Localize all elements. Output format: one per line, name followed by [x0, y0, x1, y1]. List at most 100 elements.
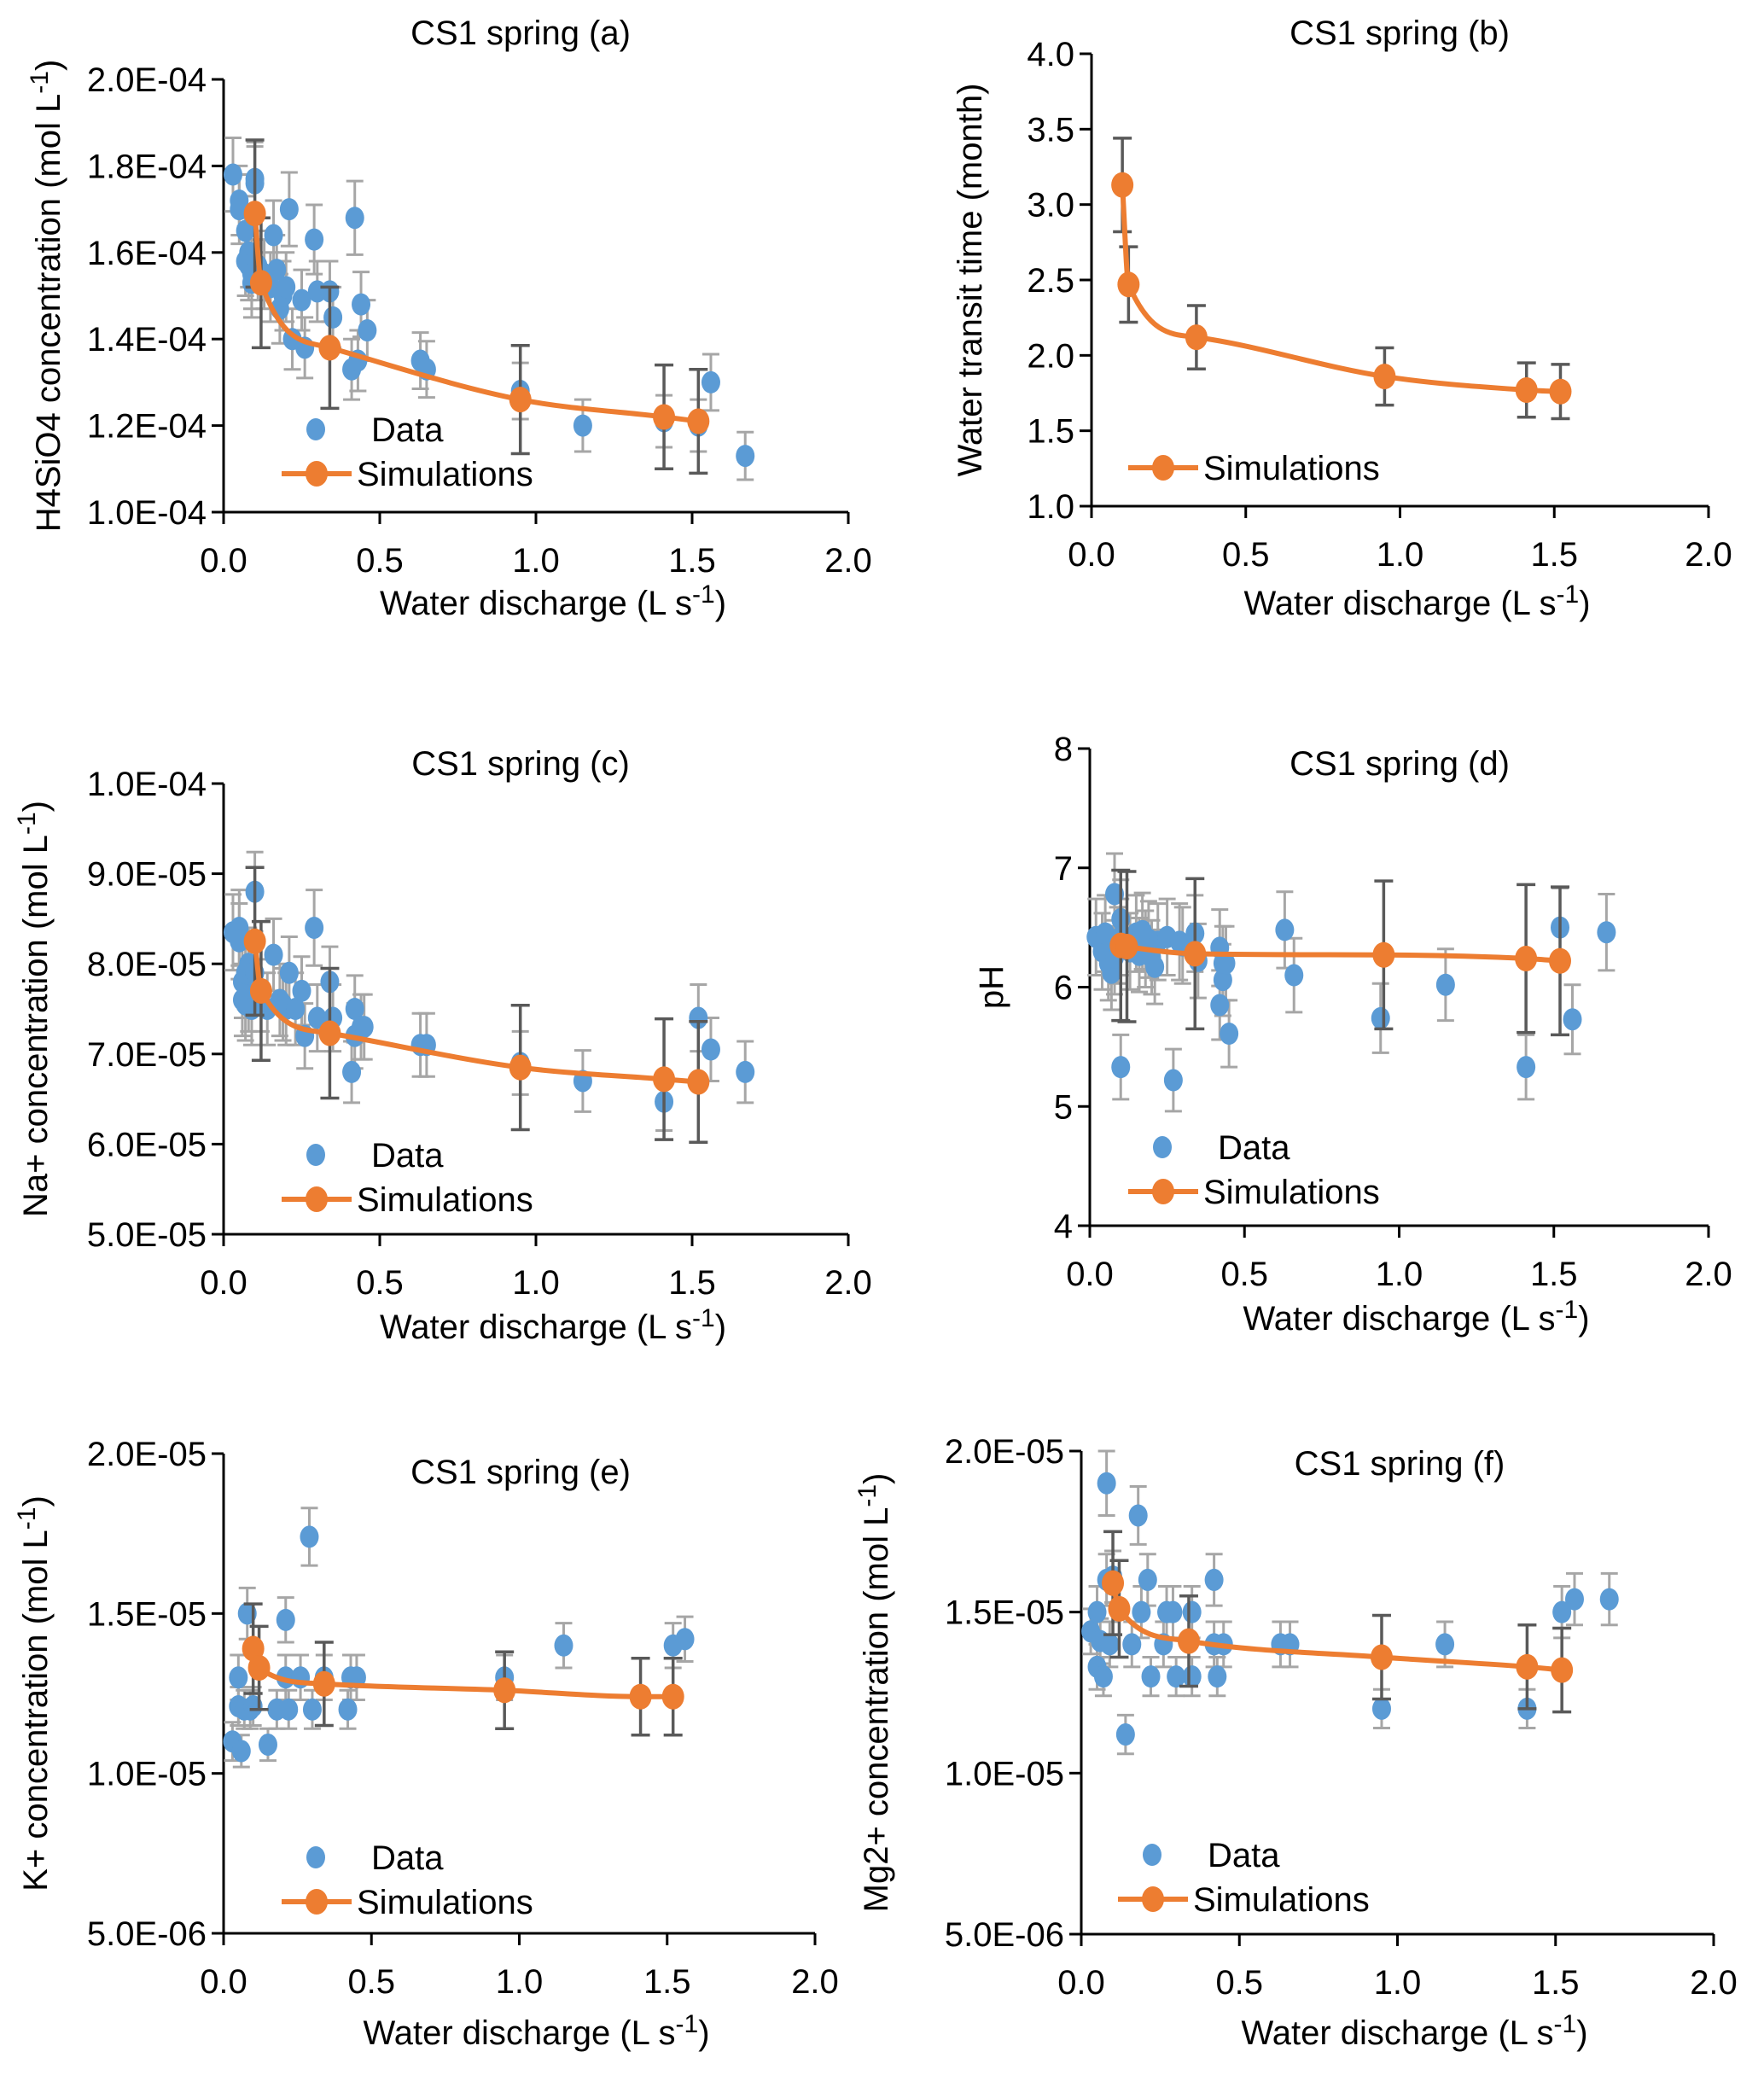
- x-tick-label: 2.0: [824, 1264, 872, 1302]
- data-point: [1597, 921, 1616, 944]
- y-tick-label: 2.0E-05: [87, 1436, 207, 1473]
- y-tick-label: 3.5: [1027, 111, 1074, 149]
- data-point: [1122, 1633, 1142, 1656]
- data-point: [354, 1016, 374, 1039]
- y-tick-label: 1.0E-05: [87, 1756, 207, 1793]
- x-axis-title: Water discharge (L s-1): [1241, 2010, 1587, 2052]
- x-tick-label: 1.0: [1377, 536, 1424, 574]
- x-tick-label: 0.5: [356, 1264, 404, 1302]
- x-tick-label: 0.0: [1066, 1256, 1114, 1293]
- data-point: [1284, 964, 1304, 987]
- legend: Data Simulations: [282, 1137, 533, 1219]
- y-tick-label: 5.0E-06: [87, 1915, 207, 1953]
- data-point: [307, 1006, 327, 1029]
- data-point: [342, 1060, 362, 1083]
- simulation-point: [312, 1670, 335, 1697]
- x-tick-label: 1.0: [512, 1264, 560, 1302]
- x-tick-label: 0.5: [1220, 1256, 1268, 1293]
- y-tick-label: 9.0E-05: [87, 856, 207, 894]
- x-tick-label: 0.0: [200, 1963, 247, 2001]
- data-point: [1216, 952, 1236, 975]
- data-point: [1145, 955, 1165, 978]
- y-tick-label: 2.0E-05: [945, 1433, 1064, 1471]
- x-tick-label: 1.0: [496, 1963, 544, 2001]
- simulation-point: [1373, 364, 1396, 390]
- y-tick-label: 1.6E-04: [87, 235, 207, 272]
- y-tick-label: 1.0: [1027, 488, 1074, 526]
- simulation-series: [243, 138, 710, 475]
- x-tick-label: 0.5: [1222, 536, 1270, 574]
- legend-simulation-marker-icon: [1152, 455, 1174, 481]
- x-tick-label: 1.5: [1532, 1964, 1580, 2002]
- data-point: [1096, 922, 1115, 945]
- y-tick-label: 5.0E-05: [87, 1216, 207, 1254]
- data-point: [358, 319, 377, 342]
- data-point: [1275, 918, 1295, 941]
- data-point: [1100, 1633, 1120, 1656]
- data-point: [323, 306, 343, 329]
- data-point: [231, 1740, 251, 1763]
- simulation-point: [1102, 1570, 1125, 1596]
- data-point: [264, 943, 283, 966]
- chart-title: CS1 spring (a): [410, 15, 631, 52]
- legend-item-simulations: Simulations: [282, 1884, 533, 1921]
- data-point: [305, 228, 324, 251]
- legend: Simulations: [1128, 450, 1380, 487]
- data-point: [1128, 1504, 1148, 1527]
- data-series: [223, 850, 755, 1133]
- y-tick-label: 3.0: [1027, 187, 1074, 224]
- legend-item-data: Data: [1153, 1129, 1290, 1167]
- chart-title: CS1 spring (b): [1290, 15, 1510, 52]
- simulation-series: [242, 1602, 684, 1737]
- data-series: [1081, 1449, 1619, 1756]
- data-point: [264, 224, 283, 247]
- data-point: [300, 1525, 319, 1548]
- panel-b-transit-time: 1.0 1.5 2.0 2.5 3.0 3.5 4.0 0.0 0.5 1.0 1.5 2.0 CS1 …: [952, 15, 1732, 622]
- data-point: [338, 1698, 358, 1721]
- data-point: [1564, 1588, 1584, 1611]
- legend-label: Data: [371, 1839, 444, 1877]
- data-point: [236, 219, 255, 242]
- simulation-point: [1111, 172, 1134, 198]
- x-tick-label: 1.5: [643, 1963, 691, 2001]
- legend-data-marker-icon: [306, 1144, 325, 1166]
- legend-label: Simulations: [357, 1181, 533, 1219]
- simulation-point: [629, 1683, 652, 1710]
- simulation-point: [1372, 941, 1395, 968]
- y-tick-label: 2.0E-04: [87, 61, 207, 99]
- legend-label: Simulations: [1203, 1174, 1380, 1211]
- data-point: [279, 961, 299, 984]
- chart-title: CS1 spring (f): [1295, 1445, 1505, 1483]
- data-point: [279, 198, 299, 221]
- simulation-point: [243, 201, 266, 227]
- x-tick-label: 1.0: [512, 542, 560, 580]
- data-point: [1163, 1600, 1183, 1623]
- legend: Data Simulations: [1118, 1837, 1370, 1919]
- y-axis-title: Water transit time (month): [952, 84, 989, 477]
- legend-item-simulations: Simulations: [1128, 1174, 1380, 1211]
- data-point: [736, 445, 755, 468]
- data-point: [277, 276, 296, 299]
- simulation-series: [1102, 1530, 1574, 1714]
- y-tick-label: 1.4E-04: [87, 321, 207, 358]
- simulation-point: [1115, 933, 1138, 959]
- data-point: [701, 1038, 720, 1061]
- legend: Data Simulations: [282, 411, 533, 493]
- x-axis-title: Water discharge (L s-1): [1243, 580, 1590, 622]
- data-point: [305, 916, 324, 939]
- data-point: [276, 1608, 295, 1631]
- panel-d-ph: 4 5 6 7 8 0.0 0.5 1.0 1.5 2.0 CS1 spring (d) Water …: [973, 731, 1732, 1338]
- data-point: [1097, 1472, 1116, 1495]
- x-axis-title: Water discharge (L s-1): [380, 1304, 726, 1346]
- y-tick-label: 8: [1054, 731, 1073, 768]
- y-tick-label: 4: [1054, 1208, 1073, 1245]
- data-point: [554, 1634, 573, 1657]
- data-point: [1517, 1056, 1536, 1079]
- data-point: [1213, 969, 1232, 992]
- data-point: [1220, 1023, 1239, 1046]
- simulation-point: [318, 1020, 341, 1046]
- x-tick-label: 0.5: [1215, 1964, 1263, 2002]
- data-point: [1599, 1588, 1619, 1611]
- legend-simulation-marker-icon: [306, 1889, 328, 1915]
